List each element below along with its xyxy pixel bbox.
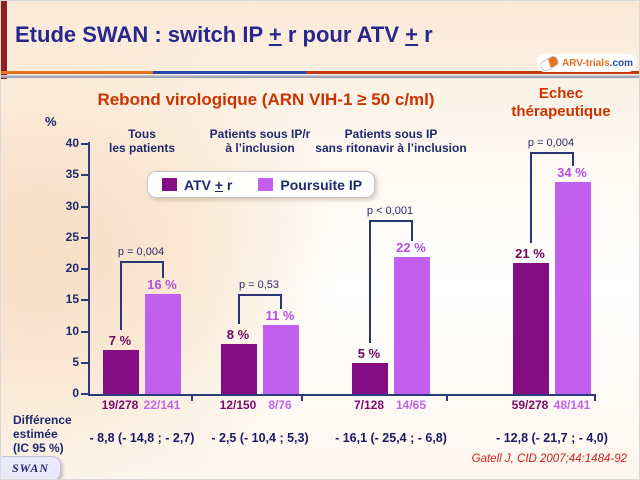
pvalue-group1: p = 0,53 — [238, 279, 280, 291]
diff-value-group3: - 12,8 (- 21,7 ; - 4,0) — [496, 431, 608, 445]
pvalue-bracket-left-group0 — [120, 261, 122, 331]
count-atv-group3: 59/278 — [511, 398, 549, 412]
chart-legend: ATV + r Poursuite IP — [147, 171, 375, 198]
pvalue-bracket-top-group0 — [120, 261, 164, 263]
left-accent-stripe — [1, 1, 7, 79]
bar-label-ip-group3: 34 % — [557, 164, 587, 180]
diff-value-group0: - 8,8 (- 14,8 ; - 2,7) — [89, 431, 195, 445]
y-tick-label: 0 — [72, 386, 79, 400]
pvalue-bracket-left-group3 — [530, 152, 532, 243]
bar-label-ip-group2: 22 % — [396, 239, 426, 255]
y-tick — [81, 174, 89, 177]
divider-gray-line — [1, 75, 639, 78]
y-tick-label: 20 — [65, 261, 79, 275]
y-tick — [81, 330, 89, 333]
chart-title-left: Rebond virologique (ARN VIH-1 ≥ 50 c/ml) — [97, 90, 435, 109]
ip-color-swatch — [258, 178, 274, 191]
bar-label-ip-group1: 11 % — [265, 308, 295, 324]
legend-label-atv: ATV + r — [184, 176, 233, 193]
y-tick-label: 30 — [65, 198, 79, 213]
plus-minus-sign: + — [268, 22, 282, 47]
divider-segment-blue — [153, 71, 306, 74]
y-tick — [81, 393, 89, 395]
logo-text: ARV-trials.com — [562, 57, 633, 69]
bar-atv-group0 — [103, 350, 139, 394]
bar-ip-group1 — [263, 325, 299, 394]
study-tag: SWAN — [1, 456, 61, 479]
x-tick — [191, 395, 193, 401]
bar-ip-group2 — [394, 256, 430, 394]
bar-ip-group3 — [555, 181, 591, 394]
y-tick — [81, 143, 89, 145]
count-atv-group1: 12/150 — [219, 398, 257, 412]
count-ip-group3: 48/141 — [553, 398, 591, 412]
legend-item-atv: ATV + r — [162, 177, 232, 193]
group-header: Tous les patients — [108, 127, 176, 155]
bar-ip-group0 — [145, 294, 181, 394]
bar-label-atv-group0: 7 % — [108, 333, 132, 349]
pvalue-bracket-right-group0 — [162, 261, 164, 278]
arv-trials-logo: ARV-trials.com — [537, 53, 636, 73]
y-tick-label: 10 — [65, 323, 79, 338]
plus-minus-sign: + — [405, 22, 419, 47]
bar-label-atv-group3: 21 % — [515, 245, 545, 261]
difference-row-label: Différence estimée (IC 95 %) — [13, 413, 72, 455]
atv-color-swatch — [162, 178, 177, 191]
bar-atv-group3 — [513, 262, 549, 394]
y-tick — [81, 361, 89, 364]
chart-title-right: Echec thérapeutique — [511, 85, 611, 120]
divider-segment-orange — [1, 71, 153, 74]
count-ip-group0: 22/141 — [143, 398, 181, 412]
pill-icon — [538, 53, 561, 73]
x-tick — [301, 395, 303, 401]
pvalue-bracket-left-group1 — [238, 294, 240, 324]
pvalue-bracket-right-group1 — [280, 294, 282, 310]
x-tick — [446, 395, 448, 401]
count-atv-group2: 7/128 — [353, 398, 385, 412]
y-axis-line — [88, 142, 90, 396]
bar-atv-group1 — [221, 344, 257, 394]
pvalue-bracket-left-group2 — [369, 220, 371, 343]
y-tick — [81, 205, 89, 208]
citation: Gatell J, CID 2007;44:1484-92 — [471, 453, 627, 465]
y-tick-label: 25 — [65, 229, 79, 244]
count-ip-group1: 8/76 — [268, 398, 292, 412]
y-tick — [81, 299, 89, 302]
legend-item-ip: Poursuite IP — [258, 177, 362, 193]
bar-label-atv-group1: 8 % — [226, 327, 250, 342]
x-tick — [594, 395, 596, 401]
pvalue-group2: p < 0,001 — [366, 205, 414, 217]
pvalue-bracket-top-group3 — [530, 152, 574, 154]
group-header: Patients sous IP/r à l’inclusion — [209, 127, 311, 155]
x-axis-line — [88, 394, 596, 396]
diff-value-group1: - 2,5 (- 10,4 ; 5,3) — [211, 431, 309, 445]
y-tick-label: 35 — [65, 167, 79, 182]
y-tick — [81, 236, 89, 239]
pvalue-group0: p = 0,004 — [117, 246, 165, 258]
diff-value-group2: - 16,1 (- 25,4 ; - 6,8) — [335, 431, 447, 445]
pvalue-bracket-right-group2 — [411, 220, 413, 241]
slide-title: Etude SWAN : switch IP + r pour ATV + r — [15, 22, 433, 47]
y-tick-label: 5 — [72, 354, 79, 369]
bar-label-atv-group2: 5 % — [357, 345, 381, 361]
legend-label-ip: Poursuite IP — [280, 176, 363, 193]
count-ip-group2: 14/65 — [395, 398, 427, 412]
y-tick-label: 15 — [65, 292, 79, 307]
y-tick — [81, 268, 89, 270]
pvalue-bracket-right-group3 — [572, 152, 574, 166]
group-header: Patients sous IP sans ritonavir à l’inclu… — [315, 127, 467, 155]
count-atv-group0: 19/278 — [101, 398, 139, 412]
bar-label-ip-group0: 16 % — [147, 277, 177, 292]
pvalue-bracket-top-group2 — [369, 220, 413, 222]
bar-atv-group2 — [352, 362, 388, 394]
pvalue-bracket-top-group1 — [238, 294, 282, 296]
pvalue-group3: p = 0,004 — [527, 137, 575, 149]
y-tick-label: 40 — [65, 136, 79, 150]
y-axis-unit-label: % — [45, 114, 57, 129]
divider-segment-red — [306, 71, 639, 74]
